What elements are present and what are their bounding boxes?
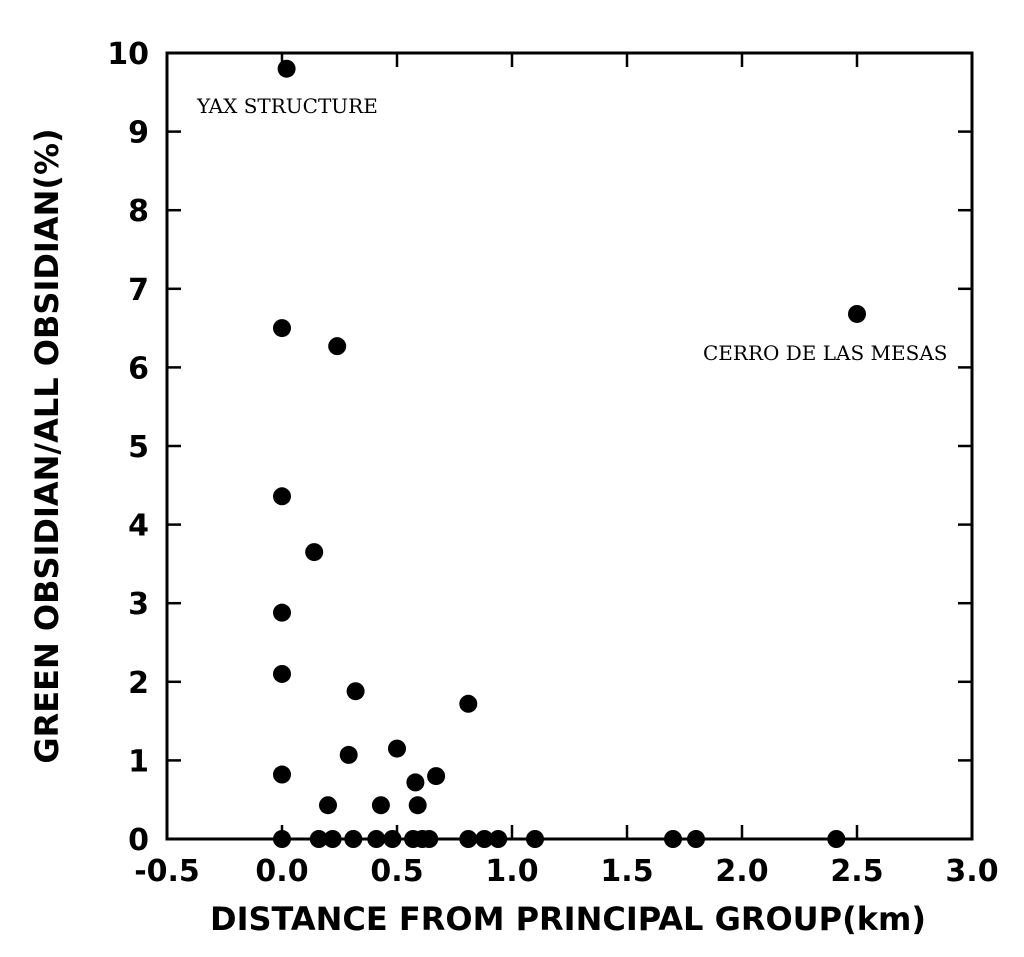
data-point: [406, 773, 425, 792]
data-point: [489, 830, 508, 848]
data-point: [305, 543, 324, 562]
plot-frame: [165, 51, 974, 841]
data-point: [687, 830, 705, 848]
data-point: [339, 745, 358, 764]
y-tick-label: 10: [107, 37, 149, 72]
data-point: [344, 830, 363, 848]
data-point: [309, 830, 328, 848]
axis-ticks: [165, 51, 974, 841]
annotation-cerro-de-las-mesas: CERRO DE LAS MESAS: [703, 341, 947, 365]
y-tick-label: 6: [128, 351, 149, 386]
y-tick-label: 2: [128, 666, 149, 701]
data-point: [273, 765, 291, 784]
y-tick-label: 5: [128, 430, 149, 465]
data-point: [383, 830, 402, 848]
data-point: [319, 796, 337, 815]
data-point: [371, 796, 390, 815]
x-tick-label: 0.5: [370, 854, 423, 889]
x-tick-label: 1.5: [600, 854, 653, 889]
data-point: [273, 603, 291, 622]
y-tick-label: 8: [128, 194, 149, 229]
data-point: [273, 487, 291, 506]
x-tick-label: -0.5: [134, 854, 200, 889]
data-points: [273, 59, 866, 848]
data-point: [328, 337, 347, 356]
x-tick-label: 1.0: [485, 854, 538, 889]
data-point: [346, 682, 365, 701]
data-point: [427, 767, 446, 786]
data-point: [388, 739, 406, 758]
data-point: [273, 664, 291, 683]
y-axis-title: GREEN OBSIDIAN/ALL OBSIDIAN(%): [28, 128, 66, 763]
x-tick-label: 0.0: [255, 854, 308, 889]
data-point: [273, 830, 291, 848]
y-tick-label: 9: [128, 116, 149, 151]
data-point: [848, 304, 866, 323]
annotation-yax-structure: YAX STRUCTURE: [196, 94, 378, 118]
data-point: [277, 59, 296, 78]
data-point: [459, 694, 478, 713]
data-point: [459, 830, 478, 848]
data-point: [367, 830, 386, 848]
x-tick-labels: -0.5 0.0 0.5 1.0 1.5 2.0 2.5 3.0: [134, 854, 998, 889]
data-point: [526, 830, 544, 848]
x-axis-title: DISTANCE FROM PRINCIPAL GROUP(km): [210, 900, 926, 938]
x-tick-label: 2.0: [715, 854, 768, 889]
x-tick-label: 2.5: [830, 854, 883, 889]
data-point: [323, 830, 342, 848]
y-tick-labels: 0 1 2 3 4 5 6 7 8 9 10: [107, 37, 149, 858]
x-tick-label: 3.0: [945, 854, 998, 889]
data-point: [273, 319, 291, 338]
y-tick-label: 0: [128, 823, 149, 858]
data-point: [408, 796, 427, 815]
data-point: [420, 830, 439, 848]
data-point: [664, 830, 682, 848]
data-point: [475, 830, 494, 848]
y-tick-label: 3: [128, 587, 149, 622]
y-tick-label: 7: [128, 273, 149, 308]
data-point: [827, 830, 846, 848]
y-tick-label: 4: [128, 509, 149, 544]
y-tick-label: 1: [128, 744, 149, 779]
